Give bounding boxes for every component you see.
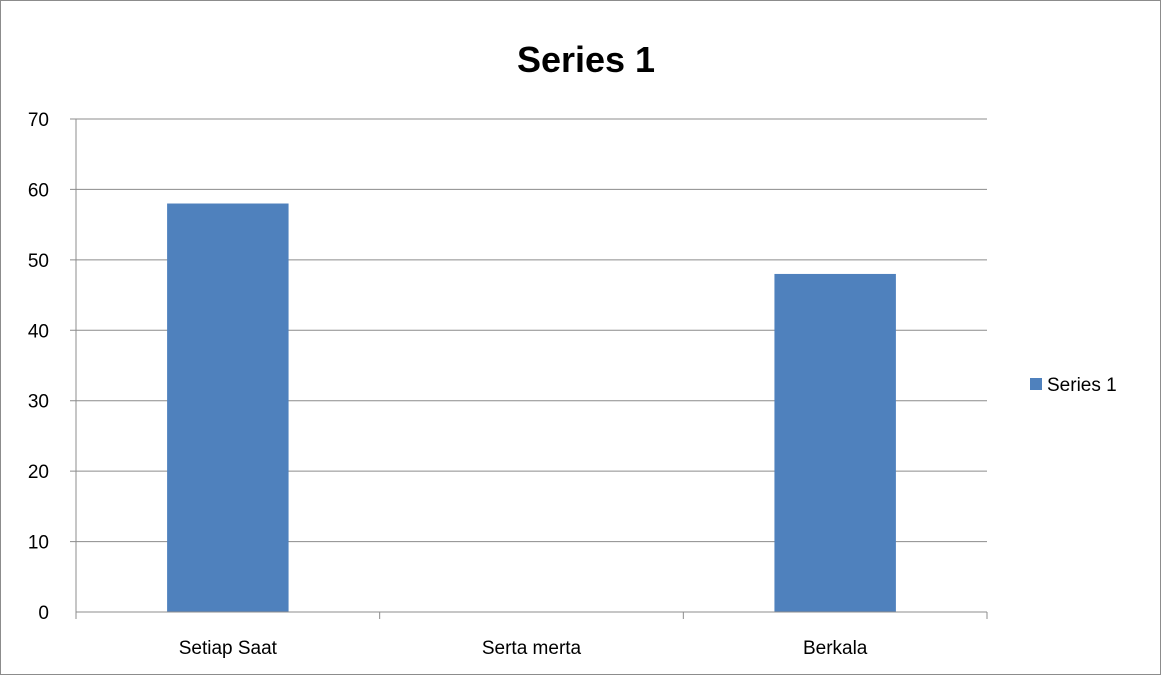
bar-setiap-saat [167, 203, 289, 612]
y-tick-label: 0 [38, 603, 49, 624]
chart-title: Series 1 [517, 39, 655, 80]
legend: Series 1 [1030, 375, 1117, 396]
y-tick-label: 50 [28, 251, 49, 272]
x-category-label: Berkala [803, 638, 868, 659]
y-tick-label: 60 [28, 180, 49, 201]
legend-label: Series 1 [1047, 375, 1117, 396]
y-tick-label: 70 [28, 110, 49, 131]
y-tick-label: 40 [28, 321, 49, 342]
y-tick-label: 30 [28, 392, 49, 413]
y-tick-label: 10 [28, 533, 49, 554]
legend-swatch [1030, 378, 1042, 390]
axes: 0 10 20 30 40 50 60 70 Setiap Saat Serta merta Ber… [28, 110, 988, 659]
bars [167, 203, 896, 612]
x-category-label: Setiap Saat [179, 638, 278, 659]
x-category-label: Serta merta [482, 638, 582, 659]
bar-berkala [774, 273, 896, 612]
y-tick-label: 20 [28, 462, 49, 483]
